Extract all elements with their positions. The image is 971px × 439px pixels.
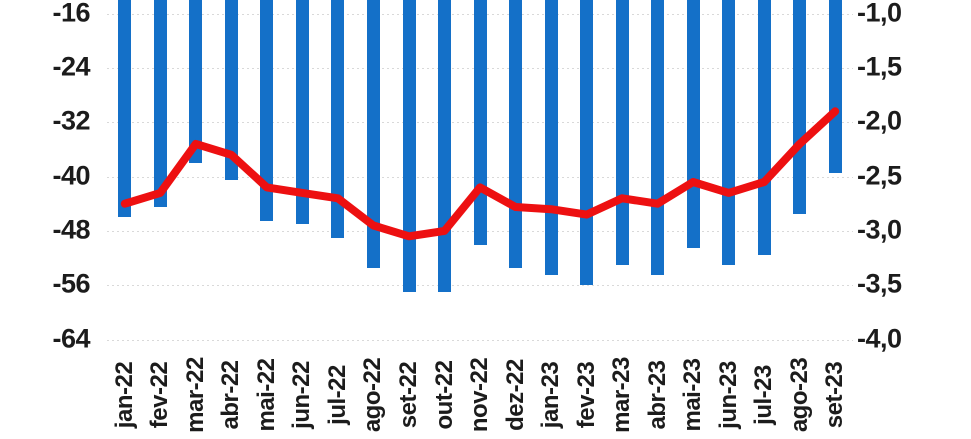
- bar-nov-22: [473, 0, 487, 245]
- x-axis-tick-label: fev-23: [572, 361, 600, 429]
- right-axis-tick-label: -1,5: [857, 51, 902, 82]
- bar-out-22: [438, 0, 451, 292]
- bar-jul-23: [757, 0, 771, 255]
- left-axis-tick-label: -24: [52, 51, 90, 82]
- x-axis-tick-label: jul-23: [750, 365, 778, 425]
- x-axis-tick-label: mai-22: [252, 358, 280, 432]
- bar-jan-23: [544, 0, 558, 276]
- x-axis-tick-label: jul-22: [323, 365, 351, 425]
- bar-mar-23: [615, 0, 629, 265]
- x-axis-tick-label: jun-23: [714, 361, 742, 429]
- x-axis-tick-label: mar-22: [181, 357, 209, 433]
- right-axis-tick-label: -3,0: [857, 214, 902, 245]
- x-axis-tick-label: abr-23: [643, 360, 671, 430]
- right-axis-tick-label: -1,0: [857, 0, 902, 27]
- bar-jun-23: [722, 0, 736, 265]
- left-axis-tick-label: -56: [52, 268, 90, 299]
- bar-fev-22: [153, 0, 167, 208]
- bar-dez-22: [509, 0, 522, 269]
- bar-mar-22: [189, 0, 203, 163]
- x-axis-tick-label: set-23: [821, 361, 849, 429]
- gridline: [107, 285, 853, 287]
- bar-ago-22: [366, 0, 380, 269]
- right-axis-tick-label: -4,0: [857, 323, 902, 354]
- bar-set-22: [402, 0, 416, 292]
- right-axis-tick-label: -2,5: [857, 159, 902, 190]
- x-axis-tick-label: ago-22: [359, 357, 387, 433]
- x-axis-tick-label: jan-22: [110, 361, 138, 429]
- x-axis-tick-label: nov-22: [466, 357, 493, 433]
- bar-jul-22: [331, 0, 345, 238]
- bar-jun-22: [295, 0, 309, 225]
- x-axis-tick-label: out-22: [430, 360, 458, 430]
- x-axis-tick-label: jun-22: [288, 361, 316, 429]
- bar-set-23: [828, 0, 842, 174]
- left-axis-tick-label: -40: [52, 159, 90, 190]
- bar-fev-23: [580, 0, 594, 286]
- bar-mai-22: [260, 0, 274, 221]
- x-axis-tick-label: mai-23: [679, 358, 707, 432]
- gridline: [107, 339, 853, 341]
- right-axis-tick-label: -2,0: [857, 105, 902, 136]
- x-axis-tick-label: fev-22: [146, 361, 174, 429]
- x-axis-tick-label: set-22: [395, 361, 422, 429]
- bar-mai-23: [686, 0, 700, 248]
- left-axis-tick-label: -48: [52, 214, 90, 245]
- x-axis-tick-label: ago-23: [785, 357, 813, 433]
- bar-ago-23: [793, 0, 807, 214]
- bar-abr-22: [224, 0, 238, 180]
- left-axis-tick-label: -64: [52, 323, 90, 354]
- left-axis-tick-label: -16: [52, 0, 90, 27]
- left-axis-tick-label: -32: [52, 105, 90, 136]
- right-axis-tick-label: -3,5: [857, 268, 902, 299]
- x-axis-tick-label: abr-22: [217, 360, 245, 430]
- bar-jan-22: [118, 0, 132, 218]
- x-axis-tick-label: dez-22: [501, 359, 529, 431]
- x-axis-tick-label: jan-23: [537, 361, 564, 429]
- bar-abr-23: [651, 0, 665, 276]
- x-axis-tick-label: mar-23: [608, 357, 636, 433]
